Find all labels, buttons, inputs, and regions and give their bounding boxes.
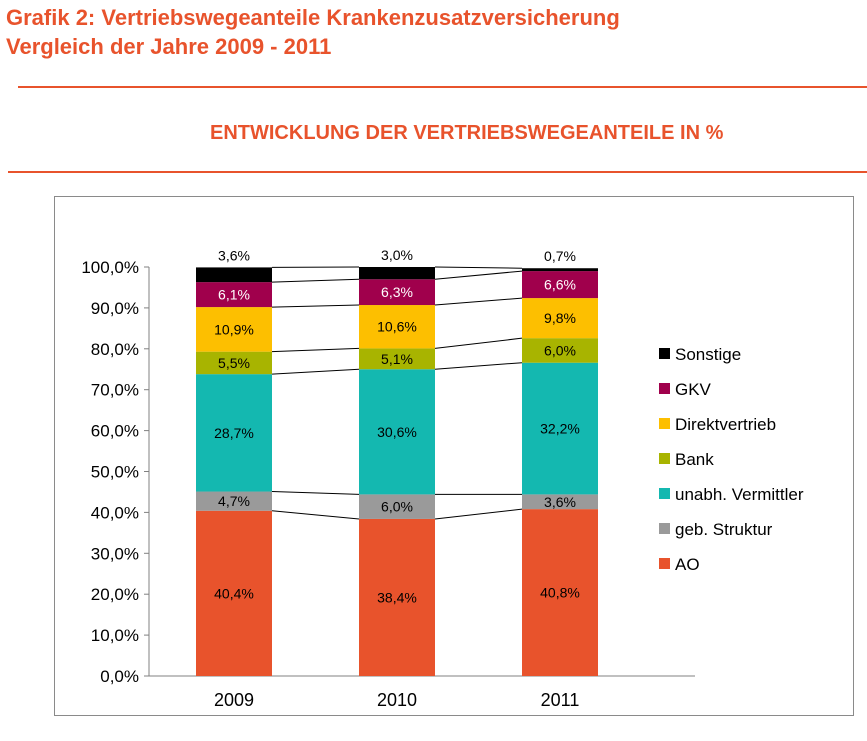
data-label: 40,8% [540,585,580,601]
series-connector-line [434,266,523,269]
bar-segment-gkv [359,279,435,306]
series-connector-line [271,368,360,375]
legend-label: Direktvertrieb [675,415,776,434]
legend-label: AO [675,555,700,574]
bar-segment-sonstige [359,267,435,280]
legend-swatch [659,488,670,499]
bar-segment-bank [359,348,435,370]
y-tick-label: 100,0% [81,258,139,277]
y-tick-label: 60,0% [91,422,139,441]
bar-segment-ao [522,509,598,676]
legend-swatch [659,348,670,359]
divider-top [18,86,867,88]
bar-segment-unabh-vermittler [359,369,435,495]
legend-swatch [659,558,670,569]
y-tick-label: 10,0% [91,626,139,645]
legend-swatch [659,383,670,394]
bar-segment-unabh-vermittler [196,374,272,492]
bar-segment-direktvertrieb [196,307,272,352]
data-label: 10,9% [214,321,254,337]
legend-label: Bank [675,450,714,469]
legend-label: GKV [675,380,712,399]
data-label: 3,6% [218,247,250,263]
series-connector-line [271,347,360,353]
y-tick-label: 0,0% [100,667,139,686]
bar-segment-direktvertrieb [522,298,598,339]
data-label: 40,4% [214,585,254,601]
data-label: 6,0% [381,499,413,515]
data-label: 10,6% [377,319,417,335]
data-label: 6,1% [218,287,250,303]
y-tick-label: 40,0% [91,503,139,522]
data-label: 6,3% [381,284,413,300]
bar-segment-direktvertrieb [359,305,435,349]
bar-segment-geb-struktur [196,491,272,511]
y-tick-label: 50,0% [91,463,139,482]
data-label: 6,0% [544,342,576,358]
chart-heading: ENTWICKLUNG DER VERTRIEBSWEGEANTEILE IN … [210,122,724,144]
chart-frame: 0,0% 10,0% 20,0% 30,0% 40,0% 50,0% 60,0% 70,0% 8… [54,196,854,716]
series-connector-line [271,304,360,308]
bar-segment-unabh-vermittler [522,362,598,495]
y-tick-label: 80,0% [91,340,139,359]
series-connector-line [434,362,523,370]
data-label: 9,8% [544,310,576,326]
data-label: 38,4% [377,589,417,605]
data-label-background [377,247,417,263]
bar-segment-gkv [196,282,272,308]
x-tick-label: 2011 [541,690,580,710]
y-tick-label: 70,0% [91,381,139,400]
x-tick-label: 2009 [214,690,254,710]
page-subtitle: Vergleich der Jahre 2009 - 2011 [6,34,332,59]
series-connector-line [434,297,523,306]
bar-segment-bank [522,338,598,363]
bar-segment-bank [196,351,272,375]
data-label-background [214,247,254,264]
series-connector-line [434,508,523,520]
x-tick-label: 2010 [377,690,417,710]
stacked-bar-chart: 0,0% 10,0% 20,0% 30,0% 40,0% 50,0% 60,0% 70,0% 8… [81,247,804,710]
y-tick-label: 90,0% [91,299,139,318]
series-connector-line [271,510,360,520]
y-tick-label: 20,0% [91,585,139,604]
series-connector-line [434,337,523,349]
bar-segment-geb-struktur [359,494,435,519]
data-label: 5,1% [381,351,413,367]
series-connector-line [271,491,360,495]
data-label: 32,2% [540,421,580,437]
bar-segment-sonstige [522,268,598,272]
series-connector-line [434,270,523,280]
y-tick-label: 30,0% [91,544,139,563]
legend-swatch [659,453,670,464]
data-label: 3,0% [381,247,413,263]
bar-segment-gkv [522,271,598,299]
legend-label: geb. Struktur [675,520,773,539]
series-connector-line [271,278,360,283]
legend-swatch [659,418,670,429]
data-label: 30,6% [377,424,417,440]
data-label: 4,7% [218,493,250,509]
data-label: 6,6% [544,277,576,293]
data-label: 3,6% [544,494,576,510]
page-title: Grafik 2: Vertriebswegeanteile Krankenzu… [6,5,620,30]
data-label-background [540,248,580,265]
data-label: 28,7% [214,425,254,441]
legend-swatch [659,523,670,534]
bar-segment-ao [359,518,435,676]
data-label: 5,5% [218,355,250,371]
divider-bottom [8,171,867,173]
bar-segment-ao [196,510,272,676]
legend-label: unabh. Vermittler [675,485,804,504]
legend-label: Sonstige [675,345,741,364]
bar-segment-geb-struktur [522,494,598,510]
data-label: 0,7% [544,248,576,264]
bar-segment-sonstige [196,267,272,283]
